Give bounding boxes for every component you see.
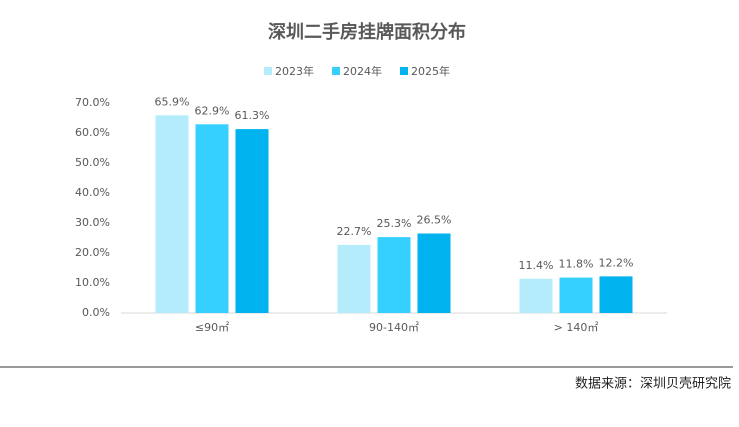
y-tick-label: 70.0% bbox=[75, 96, 110, 109]
chart-title: 深圳二手房挂牌面积分布 bbox=[268, 21, 466, 43]
bar bbox=[599, 276, 633, 313]
bar bbox=[377, 237, 411, 313]
x-tick-label: ≤90㎡ bbox=[195, 321, 229, 334]
bar bbox=[337, 244, 371, 313]
y-tick-label: 20.0% bbox=[75, 246, 110, 259]
legend-swatch bbox=[400, 67, 408, 75]
source-note: 数据来源：深圳贝壳研究院 bbox=[575, 377, 731, 392]
legend-label: 2023年 bbox=[275, 64, 314, 78]
bar bbox=[195, 124, 229, 313]
y-tick-label: 60.0% bbox=[75, 126, 110, 139]
legend-label: 2024年 bbox=[343, 64, 382, 78]
legend-swatch bbox=[332, 67, 340, 75]
y-tick-label: 30.0% bbox=[75, 216, 110, 229]
data-label: 61.3% bbox=[235, 109, 270, 122]
y-tick-label: 0.0% bbox=[82, 306, 110, 319]
x-tick-label: > 140㎡ bbox=[554, 321, 599, 334]
bar bbox=[417, 233, 451, 313]
data-label: 22.7% bbox=[337, 225, 372, 238]
data-label: 25.3% bbox=[377, 217, 412, 230]
y-tick-label: 50.0% bbox=[75, 156, 110, 169]
y-tick-label: 40.0% bbox=[75, 186, 110, 199]
data-label: 12.2% bbox=[599, 256, 634, 269]
bar bbox=[519, 278, 553, 313]
y-tick-label: 10.0% bbox=[75, 276, 110, 289]
data-label: 11.4% bbox=[519, 259, 554, 272]
data-label: 26.5% bbox=[417, 214, 452, 227]
x-tick-label: 90-140㎡ bbox=[369, 321, 419, 334]
bar bbox=[235, 129, 269, 313]
bar bbox=[559, 277, 593, 313]
legend-swatch bbox=[264, 67, 272, 75]
data-label: 11.8% bbox=[559, 258, 594, 271]
bar bbox=[155, 115, 189, 313]
legend-label: 2025年 bbox=[411, 64, 450, 78]
data-label: 62.9% bbox=[195, 104, 230, 117]
data-label: 65.9% bbox=[155, 95, 190, 108]
